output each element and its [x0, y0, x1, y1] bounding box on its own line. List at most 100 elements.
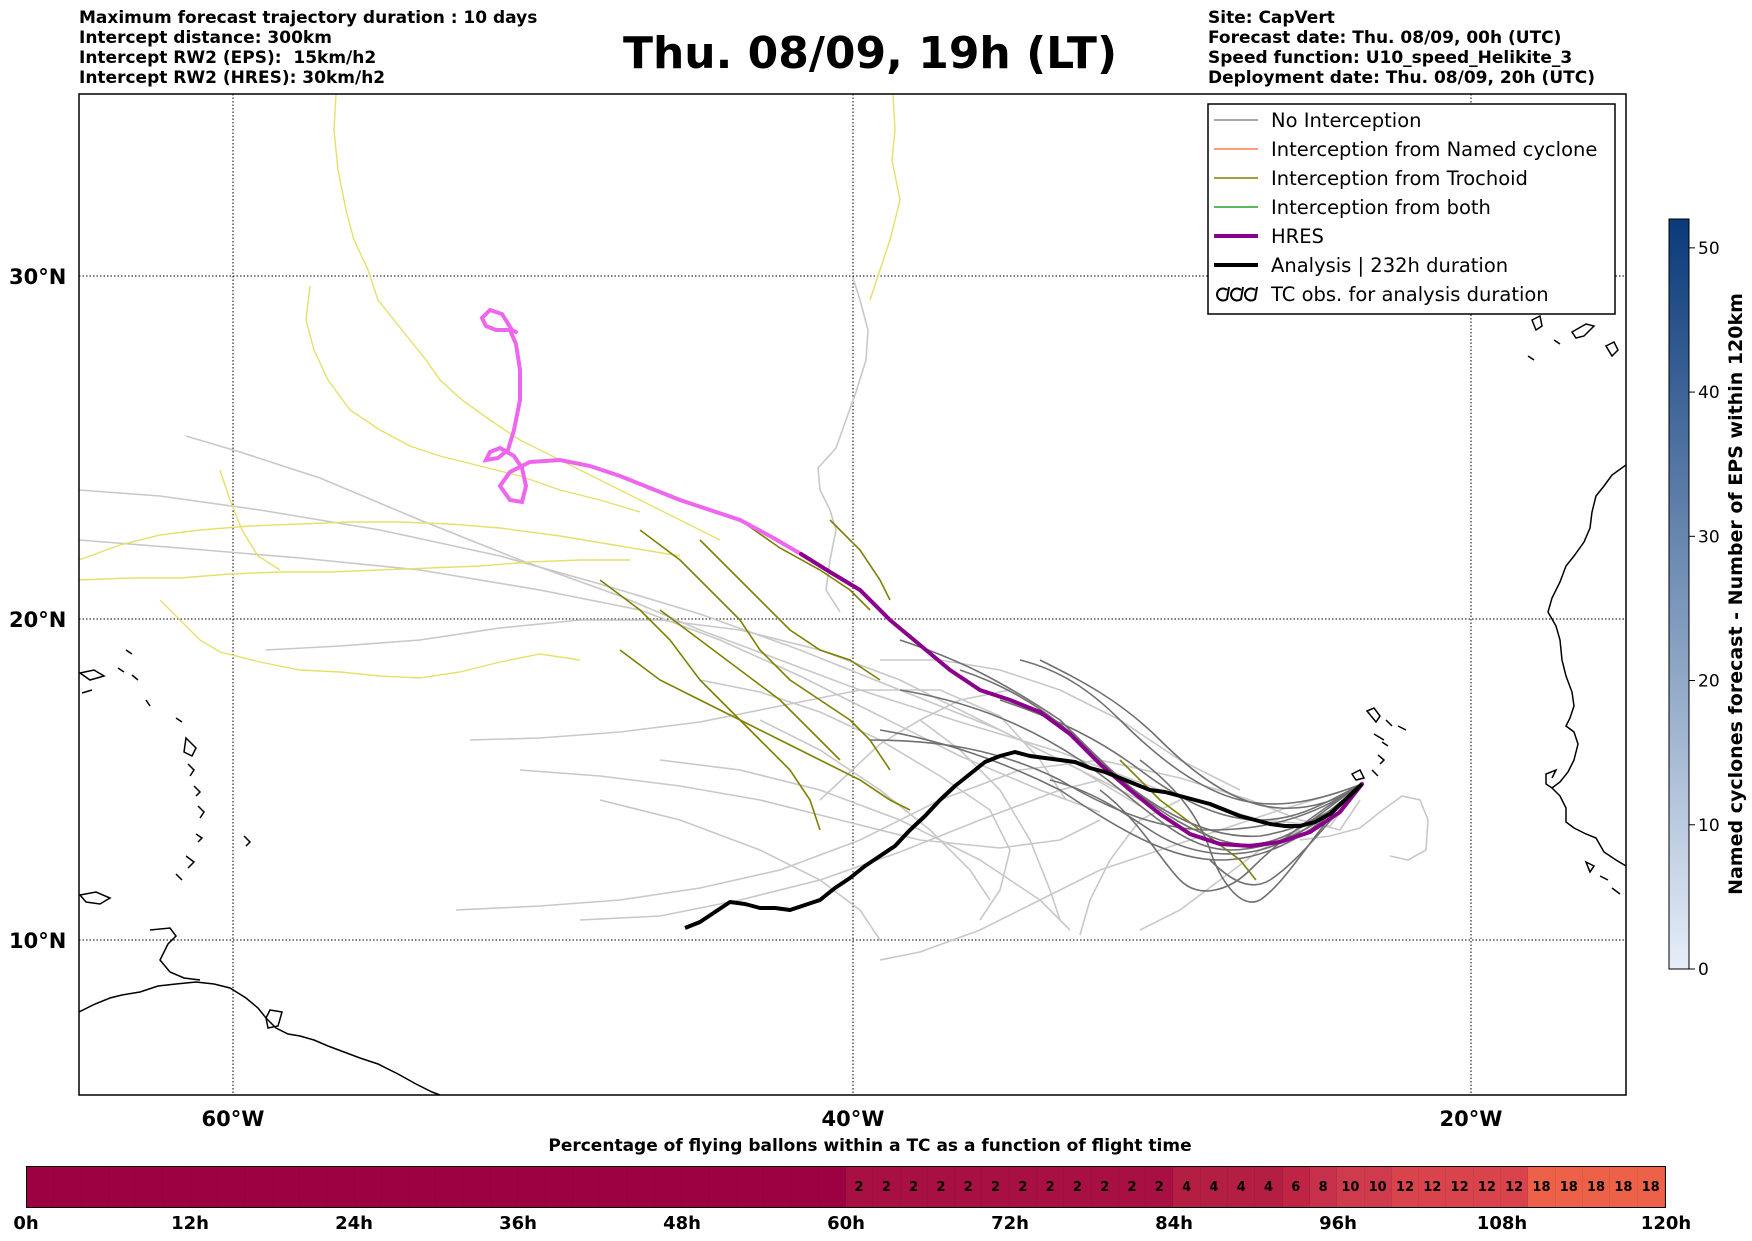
legend-item-label: Interception from both — [1271, 196, 1491, 219]
coastlines — [79, 314, 1626, 1095]
time-bar-cell: 8 — [1309, 1167, 1338, 1207]
time-bar-cell — [190, 1167, 219, 1207]
time-bar-cell: 4 — [1255, 1167, 1283, 1207]
intercept-distance-text: Intercept distance: 300km — [79, 28, 332, 48]
time-bar-cell — [764, 1167, 792, 1207]
lon-label-40w: 40°W — [822, 1107, 885, 1130]
time-bar-cell: 12 — [1501, 1167, 1529, 1207]
legend-item-label: HRES — [1271, 225, 1324, 248]
time-bar-cell — [682, 1167, 710, 1207]
coast-venezuela-islands — [149, 927, 201, 981]
time-bar-tick-label: 24h — [335, 1213, 373, 1234]
coast-canary-islands — [1527, 314, 1619, 361]
time-bar-cell: 4 — [1200, 1167, 1229, 1207]
deployment-date-text: Deployment date: Thu. 08/09, 20h (UTC) — [1208, 68, 1595, 88]
trochoid-interception-tracks — [599, 519, 1257, 881]
time-bar-cell: 2 — [1036, 1167, 1065, 1207]
coast-africa — [1545, 464, 1626, 867]
time-bar-cell: 2 — [982, 1167, 1010, 1207]
time-bar-cell: 12 — [1473, 1167, 1502, 1207]
time-bar-tick-label: 120h — [1640, 1213, 1692, 1234]
time-bar-cell — [381, 1167, 410, 1207]
hres-track-late — [799, 552, 1364, 849]
time-bar-cell: 2 — [955, 1167, 983, 1207]
trajectory-map: 30°N 20°N 10°N 60°W 40°W 20°W No Interce… — [9, 93, 1747, 1130]
colorbar-gradient — [1668, 218, 1690, 970]
time-bar-cell — [272, 1167, 300, 1207]
time-bar-cell: 12 — [1391, 1167, 1420, 1207]
legend-item-label: No Interception — [1271, 109, 1422, 132]
time-bar-cell: 2 — [900, 1167, 928, 1207]
time-bar-cell: 2 — [1146, 1167, 1174, 1207]
time-bar-cell: 12 — [1446, 1167, 1474, 1207]
time-bar: 2 2 2 2 2 2 2 2 2 2 2 2 4 4 4 4 6 8 10 10 12 12 12 12 12 18 18 18 18… — [26, 1166, 1666, 1208]
colorbar-tick-label: 10 — [1698, 816, 1720, 836]
time-bar-cell — [354, 1167, 382, 1207]
page-title: Thu. 08/09, 19h (LT) — [622, 28, 1118, 79]
time-bar-cell — [518, 1167, 546, 1207]
coast-cape-verde — [1350, 707, 1407, 781]
intercept-hres-text: Intercept RW2 (HRES): 30km/h2 — [79, 68, 386, 88]
time-bar-cell: 2 — [927, 1167, 956, 1207]
time-bar-cell: 12 — [1419, 1167, 1447, 1207]
time-bar-cell: 4 — [1173, 1167, 1201, 1207]
lat-label-10n: 10°N — [9, 929, 66, 953]
time-bar-cell: 2 — [873, 1167, 901, 1207]
time-bar-tick-label: 72h — [991, 1213, 1029, 1234]
time-bar-cell: 10 — [1337, 1167, 1365, 1207]
time-bar-cell — [600, 1167, 628, 1207]
site-text: Site: CapVert — [1208, 8, 1335, 28]
hres-track-early — [479, 307, 803, 556]
time-bar-cell: 18 — [1637, 1167, 1665, 1207]
time-bar-cell — [245, 1167, 273, 1207]
hres-track — [479, 307, 1364, 849]
colorbar-tick-label: 30 — [1698, 527, 1720, 547]
time-bar-cell — [627, 1167, 655, 1207]
no-interception-tracks-light — [79, 277, 1429, 961]
time-bar-cell — [436, 1167, 464, 1207]
colorbar-label: Named cyclones forecast - Number of EPS … — [1725, 293, 1747, 895]
time-bar-cell — [54, 1167, 82, 1207]
lat-label-20n: 20°N — [9, 608, 66, 632]
colorbar-tick-label: 0 — [1698, 960, 1709, 980]
time-bar-tick-label: 96h — [1319, 1213, 1357, 1234]
time-bar-title: Percentage of flying ballons within a TC… — [548, 1136, 1192, 1156]
time-bar-cell — [736, 1167, 765, 1207]
time-bar-cell: 2 — [845, 1167, 874, 1207]
time-bar-cell: 10 — [1364, 1167, 1392, 1207]
coast-lesser-antilles — [131, 674, 252, 881]
coast-trinidad — [265, 1009, 283, 1029]
time-bar-cell — [791, 1167, 819, 1207]
time-bar-tick-label: 36h — [499, 1213, 537, 1234]
time-bar-cell — [27, 1167, 55, 1207]
time-bar-cell — [299, 1167, 328, 1207]
legend: No Interception Interception from Named c… — [1207, 103, 1616, 315]
time-bar-cell — [709, 1167, 737, 1207]
legend-item-label: TC obs. for analysis duration — [1270, 283, 1549, 306]
cyclone-colorbar: 0 10 20 30 40 50 Named cyclones forecast - Nu… — [1668, 218, 1747, 980]
time-bar-cell — [463, 1167, 492, 1207]
map-frame — [78, 93, 1627, 1096]
yellow-tracks — [79, 94, 901, 679]
coast-south-america — [79, 981, 441, 1095]
colorbar-tick-label: 40 — [1698, 383, 1720, 403]
map-content — [79, 94, 1626, 1095]
time-bar-cell — [654, 1167, 683, 1207]
intercept-eps-text: Intercept RW2 (EPS): 15km/h2 — [79, 48, 377, 68]
time-bar-cell — [491, 1167, 519, 1207]
max-duration-text: Maximum forecast trajectory duration : 1… — [79, 8, 538, 28]
no-interception-tracks-dark — [869, 639, 1363, 903]
legend-item-label: Interception from Trochoid — [1271, 167, 1528, 190]
time-bar-cell — [572, 1167, 601, 1207]
header-left-info: Maximum forecast trajectory duration : 1… — [79, 8, 537, 88]
time-bar-cell — [163, 1167, 191, 1207]
time-bar-cell — [81, 1167, 109, 1207]
forecast-date-text: Forecast date: Thu. 08/09, 00h (UTC) — [1208, 28, 1562, 48]
lon-label-60w: 60°W — [202, 1107, 265, 1130]
lat-label-30n: 30°N — [9, 265, 66, 289]
time-bar-cell — [545, 1167, 573, 1207]
coast-puerto-rico — [79, 891, 112, 905]
time-bar-cell: 2 — [1091, 1167, 1119, 1207]
header-right-info: Site: CapVert Forecast date: Thu. 08/09,… — [1208, 8, 1595, 88]
time-bar-cell — [327, 1167, 355, 1207]
